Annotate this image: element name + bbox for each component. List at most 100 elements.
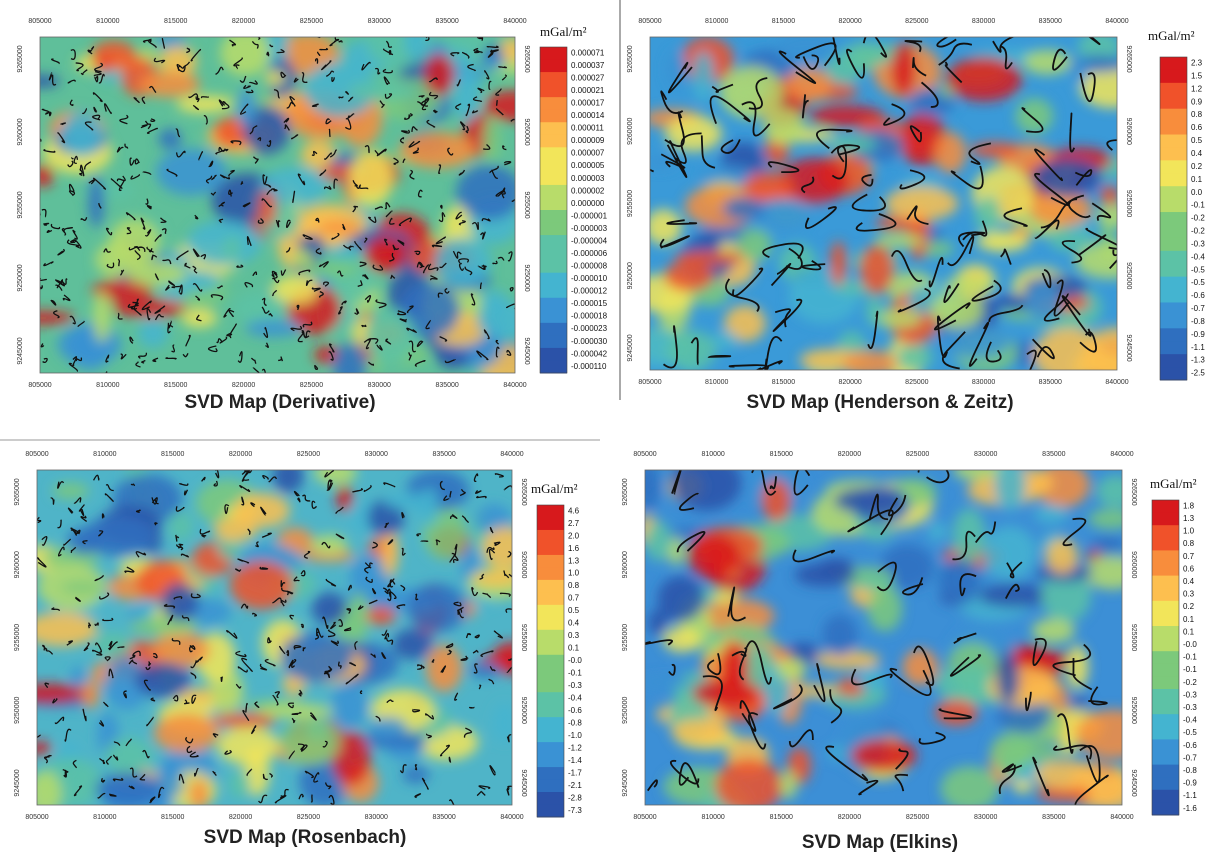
- colorbar-swatch: [540, 223, 567, 236]
- x-tick-label: 825000: [297, 814, 320, 821]
- anomaly: [349, 151, 393, 206]
- colorbar-label: -0.8: [1183, 766, 1197, 775]
- x-tick-label: 820000: [229, 451, 252, 458]
- anomaly: [28, 770, 61, 816]
- colorbar-swatch: [537, 642, 564, 655]
- colorbar-swatch: [1160, 341, 1187, 354]
- x-tick-label: 835000: [432, 451, 455, 458]
- colorbar-swatch: [540, 85, 567, 98]
- x-tick-label: 805000: [633, 451, 656, 458]
- colorbar-label: 0.4: [568, 619, 580, 628]
- colorbar-swatch: [1160, 173, 1187, 186]
- x-tick-label: 840000: [500, 814, 523, 821]
- x-tick-label: 830000: [972, 18, 995, 25]
- colorbar-swatch: [1152, 727, 1179, 740]
- colorbar-swatch: [540, 235, 567, 248]
- colorbar-swatch: [1160, 199, 1187, 212]
- colorbar-swatch: [1160, 135, 1187, 148]
- y-tick-label: 9245000: [523, 337, 530, 364]
- contour: [329, 129, 330, 136]
- x-tick-label: 810000: [93, 451, 116, 458]
- colorbar-swatch: [1160, 328, 1187, 341]
- x-tick-label: 825000: [906, 451, 929, 458]
- y-tick-label: 9260000: [520, 551, 527, 578]
- anomaly: [156, 149, 226, 196]
- map-panel: 8050008050008100008100008150008150008200…: [7, 16, 608, 413]
- colorbar-label: -0.000018: [571, 312, 608, 321]
- y-tick-label: 9260000: [14, 551, 21, 578]
- colorbar-swatch: [1152, 576, 1179, 589]
- colorbar-label: 1.0: [568, 569, 580, 578]
- anomaly: [780, 770, 797, 799]
- anomaly: [970, 142, 1021, 158]
- colorbar-swatch: [540, 172, 567, 185]
- colorbar-label: 2.3: [1191, 59, 1203, 68]
- colorbar-swatch: [537, 780, 564, 793]
- anomaly: [785, 67, 832, 102]
- colorbar-swatch: [1160, 251, 1187, 264]
- y-tick-label: 9245000: [622, 769, 629, 796]
- x-tick-label: 815000: [772, 18, 795, 25]
- colorbar-swatch: [537, 717, 564, 730]
- colorbar-swatch: [537, 630, 564, 643]
- colorbar-label: 0.5: [1191, 136, 1203, 145]
- colorbar-swatch: [537, 517, 564, 530]
- colorbar-swatch: [540, 147, 567, 160]
- anomaly: [7, 311, 75, 325]
- anomaly: [671, 719, 730, 744]
- anomaly: [658, 576, 705, 622]
- colorbar-label: 0.1: [1183, 615, 1195, 624]
- colorbar-label: 0.8: [1183, 539, 1195, 548]
- y-tick-label: 9250000: [622, 697, 629, 724]
- x-tick-label: 810000: [96, 18, 119, 25]
- anomaly: [1100, 185, 1119, 207]
- colorbar-label: -0.1: [1183, 653, 1197, 662]
- x-tick-label: 835000: [1042, 451, 1065, 458]
- colorbar-label: -2.1: [568, 781, 582, 790]
- anomaly: [62, 111, 102, 157]
- anomaly: [1091, 536, 1125, 554]
- y-tick-label: 9245000: [520, 769, 527, 796]
- anomaly: [138, 319, 168, 347]
- anomaly: [776, 658, 806, 679]
- y-tick-label: 9255000: [14, 624, 21, 651]
- anomaly: [941, 766, 999, 811]
- y-tick-label: 9245000: [627, 334, 634, 361]
- colorbar-label: 4.6: [568, 506, 580, 515]
- contour: [497, 100, 498, 106]
- colorbar-swatch: [1152, 664, 1179, 677]
- contour: [470, 707, 474, 708]
- anomaly: [1015, 98, 1053, 134]
- x-tick-label: 805000: [638, 379, 661, 386]
- colorbar-label: -0.6: [1191, 291, 1205, 300]
- y-tick-label: 9250000: [1130, 697, 1137, 724]
- colorbar-label: -0.2: [1191, 214, 1205, 223]
- colorbar-label: 0.5: [568, 606, 580, 615]
- colorbar-swatch: [540, 72, 567, 85]
- anomaly: [400, 132, 476, 168]
- colorbar-label: 0.000009: [571, 136, 605, 145]
- map-panel: 8050008050008100008100008150008150008200…: [622, 445, 1197, 853]
- colorbar-swatch: [537, 592, 564, 605]
- colorbar-label: 2.7: [568, 519, 580, 528]
- colorbar-label: 1.3: [568, 556, 580, 565]
- anomaly: [1072, 54, 1088, 85]
- colorbar-label: 1.5: [1191, 71, 1203, 80]
- colorbar-swatch: [1160, 277, 1187, 290]
- anomaly: [928, 522, 947, 541]
- colorbar-swatch: [1152, 702, 1179, 715]
- anomaly: [88, 175, 104, 227]
- x-tick-label: 815000: [161, 814, 184, 821]
- colorbar-swatch: [540, 110, 567, 123]
- map-image: [7, 16, 543, 396]
- colorbar-label: 0.1: [1183, 627, 1195, 636]
- x-tick-label: 815000: [164, 18, 187, 25]
- anomaly: [349, 592, 368, 643]
- colorbar-swatch: [540, 97, 567, 110]
- anomaly: [169, 511, 193, 541]
- colorbar-swatch: [1152, 714, 1179, 727]
- map-title: SVD Map (Henderson & Zeitz): [746, 392, 1013, 413]
- x-tick-label: 805000: [25, 451, 48, 458]
- y-tick-label: 9250000: [523, 264, 530, 291]
- y-tick-label: 9265000: [523, 45, 530, 72]
